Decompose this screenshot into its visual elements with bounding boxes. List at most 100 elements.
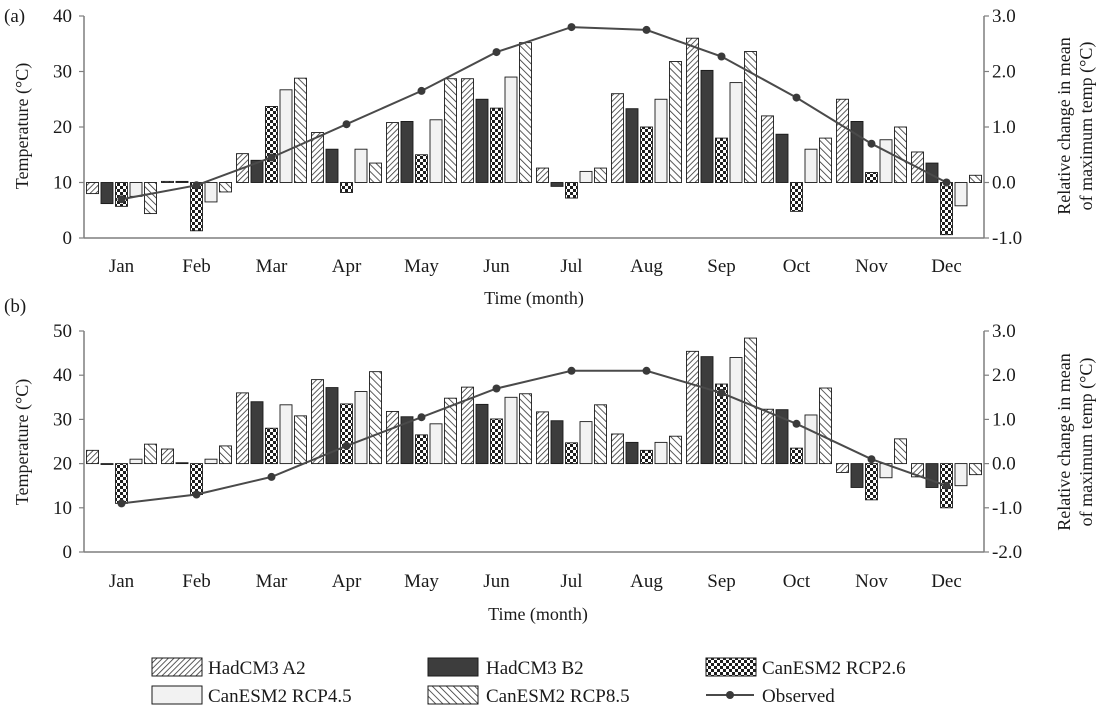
bar-canesm2-rcp85-jul xyxy=(594,167,607,183)
observed-point-jun xyxy=(492,48,501,57)
observed-point-jul xyxy=(567,23,576,32)
bar-hadcm3-b2-may xyxy=(400,416,414,465)
y-tick-label: 10 xyxy=(53,498,72,519)
bar-canesm2-rcp26-apr xyxy=(340,182,353,193)
bar-canesm2-rcp85-mar xyxy=(294,77,307,183)
bar-canesm2-rcp85-dec xyxy=(969,463,982,476)
bar-canesm2-rcp45-may xyxy=(429,423,443,465)
x-tick-label: Jun xyxy=(483,256,510,277)
x-tick-label: Dec xyxy=(931,571,962,592)
bar-hadcm3-b2-jul xyxy=(550,182,564,187)
x-tick-label: Dec xyxy=(931,256,962,277)
bar-hadcm3-b2-mar xyxy=(250,159,264,183)
bar-hadcm3-b2-nov xyxy=(850,120,864,183)
y-axis-label: Temperature (°C) xyxy=(12,63,33,189)
bar-canesm2-rcp85-feb xyxy=(219,182,232,193)
bar-hadcm3-b2-mar xyxy=(250,401,264,465)
x-tick-label: Feb xyxy=(182,256,211,277)
bar-canesm2-rcp45-mar xyxy=(279,404,293,465)
observed-point-apr xyxy=(342,120,351,129)
bar-hadcm3-a2-may xyxy=(386,122,399,183)
legend-label-canesm2-rcp85: CanESM2 RCP8.5 xyxy=(486,686,630,707)
y-tick-label: 20 xyxy=(53,117,72,138)
x-axis-label: Time (month) xyxy=(484,288,584,309)
bar-canesm2-rcp26-oct xyxy=(790,182,803,212)
bar-canesm2-rcp85-jan xyxy=(144,182,157,215)
bar-hadcm3-b2-feb xyxy=(175,180,189,183)
x-tick-label: Mar xyxy=(256,256,288,277)
bar-canesm2-rcp85-oct xyxy=(819,137,832,183)
y-tick-label: 0 xyxy=(63,542,73,563)
bar-canesm2-rcp26-may xyxy=(415,154,428,183)
bar-canesm2-rcp45-oct xyxy=(804,148,818,183)
y2-axis-label-line1: Relative change in mean xyxy=(1054,353,1074,530)
bar-hadcm3-a2-jan xyxy=(86,449,99,465)
bar-canesm2-rcp45-mar xyxy=(279,89,293,183)
bar-canesm2-rcp85-aug xyxy=(669,61,682,183)
bar-canesm2-rcp26-jun xyxy=(490,418,503,465)
bar-hadcm3-b2-jan xyxy=(100,463,114,465)
observed-point-apr xyxy=(342,441,351,450)
bar-hadcm3-a2-feb xyxy=(161,448,174,465)
bar-canesm2-rcp45-jul xyxy=(579,170,593,183)
observed-point-may xyxy=(417,413,426,422)
observed-point-jan xyxy=(117,195,126,204)
bar-canesm2-rcp26-sep xyxy=(715,137,728,183)
bar-hadcm3-a2-jul xyxy=(536,411,549,465)
bar-hadcm3-a2-aug xyxy=(611,93,624,183)
observed-point-mar xyxy=(267,153,276,162)
observed-point-aug xyxy=(642,25,651,34)
y-tick-label: 30 xyxy=(53,409,72,430)
y2-tick-label: 0.0 xyxy=(992,454,1016,475)
bar-hadcm3-b2-feb xyxy=(175,462,189,465)
bar-hadcm3-b2-jul xyxy=(550,420,564,465)
bar-canesm2-rcp45-jun xyxy=(504,76,518,183)
bar-canesm2-rcp85-dec xyxy=(969,174,982,183)
bar-hadcm3-b2-jun xyxy=(475,403,489,465)
bar-hadcm3-b2-dec xyxy=(925,463,939,488)
legend-swatch-canesm2-rcp26 xyxy=(705,657,757,677)
observed-point-oct xyxy=(792,419,801,428)
y2-tick-label: 2.0 xyxy=(992,62,1016,83)
bar-canesm2-rcp26-apr xyxy=(340,403,353,465)
x-tick-label: Sep xyxy=(707,571,736,592)
panel-label: (a) xyxy=(4,6,25,27)
y-tick-label: 0 xyxy=(63,228,73,249)
bar-hadcm3-a2-nov xyxy=(836,463,849,473)
bar-hadcm3-a2-sep xyxy=(686,350,699,465)
x-tick-label: Jul xyxy=(560,256,582,277)
bar-canesm2-rcp26-mar xyxy=(265,106,278,183)
bar-canesm2-rcp85-aug xyxy=(669,435,682,465)
bar-hadcm3-a2-feb xyxy=(161,180,174,183)
legend-swatch-observed-marker xyxy=(726,691,734,699)
bar-hadcm3-a2-jun xyxy=(461,78,474,183)
bar-canesm2-rcp45-apr xyxy=(354,148,368,183)
bar-canesm2-rcp45-jul xyxy=(579,421,593,465)
observed-point-dec xyxy=(942,178,951,187)
bar-hadcm3-a2-jul xyxy=(536,167,549,183)
bar-canesm2-rcp45-dec xyxy=(954,463,968,487)
bar-canesm2-rcp26-feb xyxy=(190,463,203,495)
y2-tick-label: -1.0 xyxy=(992,498,1022,519)
bar-canesm2-rcp45-nov xyxy=(879,139,893,183)
bar-canesm2-rcp45-aug xyxy=(654,98,668,183)
y-tick-label: 10 xyxy=(53,173,72,194)
y2-axis-label-line2: of maximum temp (°C) xyxy=(1076,42,1097,211)
bar-canesm2-rcp26-feb xyxy=(190,182,203,232)
bar-canesm2-rcp26-aug xyxy=(640,449,653,465)
legend-label-observed: Observed xyxy=(762,686,835,707)
x-tick-label: Oct xyxy=(783,256,811,277)
bar-canesm2-rcp45-apr xyxy=(354,391,368,465)
bar-canesm2-rcp85-feb xyxy=(219,445,232,465)
legend-label-hadcm3-b2: HadCM3 B2 xyxy=(486,658,584,679)
bar-hadcm3-a2-jun xyxy=(461,386,474,465)
x-tick-label: Aug xyxy=(630,256,663,277)
bar-hadcm3-a2-oct xyxy=(761,115,774,183)
x-tick-label: Sep xyxy=(707,256,736,277)
observed-point-feb xyxy=(192,181,201,190)
bar-hadcm3-b2-sep xyxy=(700,69,714,183)
bar-hadcm3-b2-oct xyxy=(775,409,789,465)
bar-hadcm3-a2-sep xyxy=(686,37,699,183)
bar-canesm2-rcp45-may xyxy=(429,119,443,183)
bar-hadcm3-a2-nov xyxy=(836,98,849,183)
